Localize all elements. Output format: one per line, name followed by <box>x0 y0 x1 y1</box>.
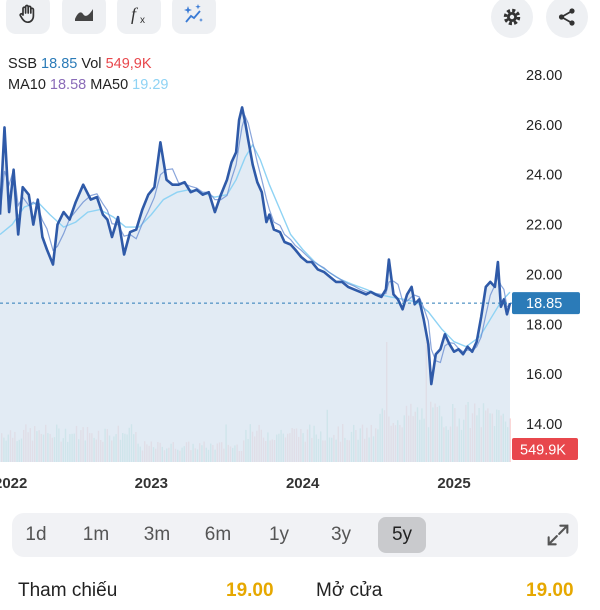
volume-tag-label: 549.9K <box>520 443 566 459</box>
y-tick-label: 14.00 <box>526 417 562 433</box>
x-tick-label: 2022 <box>0 475 27 492</box>
wave-chart-icon <box>75 9 93 21</box>
x-axis: 2022 2023 2024 2025 <box>0 475 471 492</box>
indicator-button[interactable]: f x <box>117 0 161 34</box>
x-tick-label: 2024 <box>286 475 320 492</box>
chart-style-button[interactable] <box>62 0 106 34</box>
gear-icon <box>503 8 521 26</box>
ma10-line <box>0 114 511 364</box>
hand-icon <box>19 4 35 24</box>
reference-label: Tham chiếu <box>18 580 118 601</box>
y-tick-label: 16.00 <box>526 367 562 383</box>
symbol-label: SSB <box>8 56 38 72</box>
ai-analysis-button[interactable] <box>172 0 216 34</box>
open-value: 19.00 <box>526 580 574 601</box>
range-selector: 1d 1m 3m 6m 1y 3y 5y <box>12 513 578 557</box>
svg-text:f: f <box>131 4 139 24</box>
range-3m[interactable]: 3m <box>143 524 171 545</box>
range-1y[interactable]: 1y <box>268 524 290 545</box>
y-tick-label: 28.00 <box>526 68 562 84</box>
y-tick-label: 22.00 <box>526 218 562 234</box>
x-tick-label: 2025 <box>437 475 470 492</box>
y-tick-label: 24.00 <box>526 168 562 184</box>
x-tick-label: 2023 <box>135 475 168 492</box>
ma50-value: 19.29 <box>132 77 169 93</box>
last-price-tag: 18.85 <box>512 292 580 315</box>
ma10-label: MA10 <box>8 77 46 93</box>
share-button[interactable] <box>546 0 588 38</box>
ma-legend: MA10 18.58 MA50 19.29 <box>8 76 168 94</box>
settings-button[interactable] <box>491 0 533 38</box>
share-icon <box>558 8 575 26</box>
svg-text:x: x <box>140 15 145 26</box>
y-tick-label: 26.00 <box>526 118 562 134</box>
price-chart[interactable]: 28.00 26.00 24.00 22.00 20.00 18.00 16.00 14.00… <box>0 40 600 510</box>
y-tick-label: 20.00 <box>526 267 562 283</box>
expand-icon[interactable] <box>544 521 572 549</box>
ma50-label: MA50 <box>90 77 129 93</box>
price-legend: SSB 18.85 Vol 549,9K <box>8 55 152 73</box>
hand-tool-button[interactable] <box>6 0 50 34</box>
range-1m[interactable]: 1m <box>82 524 110 545</box>
range-1d[interactable]: 1d <box>25 524 47 545</box>
ma50-line <box>0 143 511 348</box>
chart-toolbar: f x <box>0 0 600 40</box>
open-label: Mở cửa <box>316 580 383 601</box>
price-value: 18.85 <box>41 56 78 72</box>
range-6m[interactable]: 6m <box>204 524 232 545</box>
y-axis: 28.00 26.00 24.00 22.00 20.00 18.00 16.00 14.00 <box>526 68 562 433</box>
y-tick-label: 18.00 <box>526 317 562 333</box>
volume-tag: 549.9K <box>512 438 578 460</box>
last-price-label: 18.85 <box>526 296 562 312</box>
volume-value: 549,9K <box>105 56 152 72</box>
function-icon: f x <box>131 4 145 26</box>
price-area <box>0 107 510 463</box>
range-3y[interactable]: 3y <box>330 524 352 545</box>
ma10-value: 18.58 <box>49 77 87 93</box>
price-line <box>0 106 512 386</box>
volume-label: Vol <box>81 56 102 72</box>
reference-value: 19.00 <box>226 580 274 601</box>
sparkle-chart-icon <box>184 4 203 23</box>
stats-row: Tham chiếu 19.00 Mở cửa 19.00 <box>0 580 600 610</box>
range-5y[interactable]: 5y <box>378 517 426 553</box>
